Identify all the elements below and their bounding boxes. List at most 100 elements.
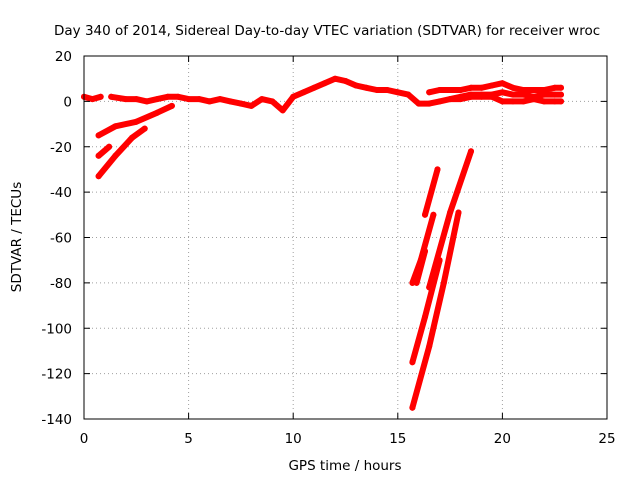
data-point (426, 343, 433, 350)
series-line-10 (422, 166, 441, 218)
data-point (509, 98, 516, 105)
data-point (175, 93, 182, 100)
data-point (373, 87, 380, 93)
x-axis-label: GPS time / hours (288, 458, 401, 474)
data-point (430, 211, 437, 218)
chart-title: Day 340 of 2014, Sidereal Day-to-day VTE… (54, 23, 600, 39)
data-point (112, 123, 119, 130)
data-point (541, 87, 548, 93)
data-point (95, 132, 102, 139)
data-point (509, 84, 516, 91)
data-point (457, 87, 464, 93)
data-point (499, 98, 506, 105)
data-point (185, 96, 192, 103)
data-point (468, 84, 474, 91)
data-point (290, 93, 297, 100)
data-point (143, 98, 150, 105)
data-point (520, 87, 527, 93)
data-point (122, 96, 129, 103)
data-point (112, 152, 119, 159)
data-point (415, 100, 422, 107)
data-point (95, 173, 102, 180)
data-point (447, 96, 454, 103)
series-line-12 (409, 209, 462, 411)
data-point (558, 84, 564, 91)
data-point (269, 98, 276, 105)
data-point (413, 279, 420, 286)
x-tick-label: 0 (80, 431, 89, 447)
data-point (258, 96, 265, 103)
data-point (95, 152, 102, 159)
data-point (332, 75, 338, 82)
series-line-9 (413, 248, 428, 286)
data-point (409, 359, 416, 366)
data-point (206, 98, 213, 105)
data-point (217, 96, 223, 103)
data-point (541, 98, 548, 105)
y-tick-label: 20 (55, 49, 72, 65)
data-point (468, 93, 474, 100)
data-point (108, 93, 115, 100)
data-point (409, 404, 416, 411)
data-point (154, 109, 161, 116)
data-point (394, 89, 401, 96)
data-point (311, 84, 318, 91)
x-tick-label: 15 (389, 431, 406, 447)
data-point (154, 96, 161, 103)
data-point (499, 80, 506, 87)
y-tick-label: -60 (50, 231, 72, 247)
data-point (455, 209, 462, 216)
data-point (422, 248, 428, 255)
data-point (141, 125, 148, 132)
data-point (422, 313, 428, 320)
data-point (488, 82, 495, 89)
y-axis-label: SDTVAR / TECUs (9, 182, 25, 292)
data-point (363, 84, 370, 91)
data-point (89, 96, 96, 103)
data-point (530, 87, 537, 93)
y-tick-label: 0 (63, 94, 72, 110)
data-point (499, 89, 506, 96)
data-point (164, 93, 171, 100)
x-tick-label: 25 (598, 431, 615, 447)
x-tick-label: 5 (184, 431, 193, 447)
data-point (558, 91, 564, 98)
data-point (478, 93, 485, 100)
data-point (541, 91, 548, 98)
data-point (488, 93, 495, 100)
data-point (520, 98, 527, 105)
data-point (384, 87, 391, 93)
data-point (133, 118, 140, 125)
data-point (129, 134, 136, 141)
data-point (551, 84, 558, 91)
data-point (133, 96, 140, 103)
data-point (279, 107, 286, 114)
data-point (457, 96, 464, 103)
data-point (434, 166, 441, 173)
data-point (97, 93, 104, 100)
data-point (426, 100, 433, 107)
y-tick-label: -20 (50, 140, 72, 156)
data-point (353, 82, 359, 89)
data-point (530, 96, 537, 103)
data-point (440, 279, 447, 286)
data-point (422, 211, 428, 218)
data-point (321, 80, 328, 87)
y-tick-label: -120 (41, 367, 72, 383)
axis-ticks: 0 5 10 15 20 25 20 0 -20 -40 -60 -80 -100 -120 -140 (41, 49, 615, 447)
y-tick-label: -140 (41, 412, 72, 428)
y-tick-label: -80 (50, 276, 72, 292)
data-point (106, 143, 113, 150)
data-point (436, 98, 443, 105)
data-point (520, 91, 527, 98)
data-point (300, 89, 307, 96)
data-point (558, 98, 564, 105)
y-tick-label: -40 (50, 185, 72, 201)
y-tick-label: -100 (41, 321, 72, 337)
data-point (342, 78, 349, 84)
data-point (447, 87, 454, 93)
data-point (248, 102, 255, 109)
data-point (196, 96, 203, 103)
grid (84, 56, 607, 419)
data-point (436, 87, 443, 93)
